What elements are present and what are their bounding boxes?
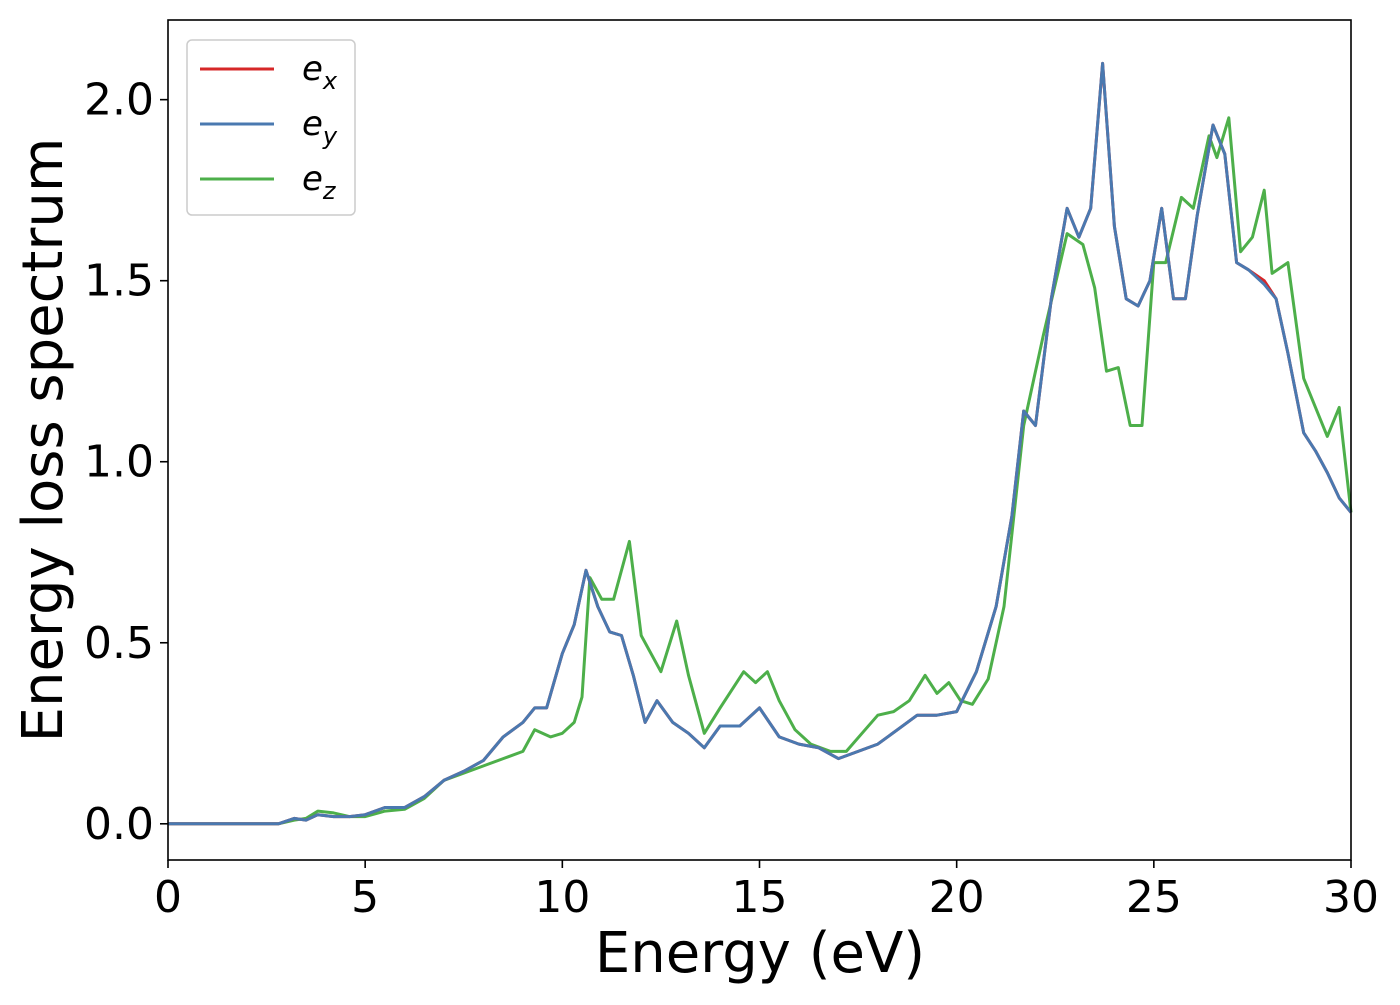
x-tick-label: 30 — [1323, 872, 1379, 923]
x-tick-label: 25 — [1126, 872, 1182, 923]
legend: ex ey ez — [186, 39, 356, 216]
x-tick-label: 20 — [929, 872, 985, 923]
y-axis: 0.0 0.5 1.0 1.5 2.0 — [84, 75, 168, 850]
legend-box — [186, 39, 356, 216]
series-line-ez — [168, 116, 1353, 826]
x-tick-label: 10 — [534, 872, 590, 923]
legend-label-ez: ez — [302, 159, 337, 205]
x-axis: 0 5 10 15 20 25 30 — [154, 860, 1379, 923]
x-tick-label: 0 — [154, 872, 182, 923]
series-line-ey — [168, 61, 1353, 826]
y-tick-label: 2.0 — [84, 75, 154, 126]
legend-label-ey: ey — [302, 104, 338, 150]
y-axis-label: Energy loss spectrum — [11, 138, 76, 743]
x-axis-label: Energy (eV) — [595, 921, 925, 986]
y-tick-label: 1.0 — [84, 437, 154, 488]
y-tick-label: 0.5 — [84, 618, 154, 669]
series-layer — [168, 61, 1353, 826]
y-tick-label: 1.5 — [84, 256, 154, 307]
x-tick-label: 5 — [351, 872, 379, 923]
y-tick-label: 0.0 — [84, 799, 154, 850]
legend-label-ex: ex — [302, 49, 338, 95]
x-tick-label: 15 — [732, 872, 788, 923]
